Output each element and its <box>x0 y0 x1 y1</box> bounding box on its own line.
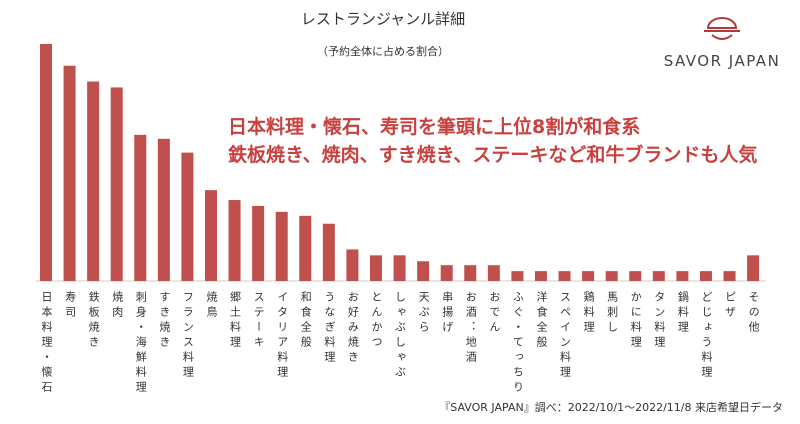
bar <box>228 200 241 281</box>
bar <box>747 255 760 281</box>
bar <box>417 261 430 281</box>
chart-subtitle: （予約全体に占める割合） <box>317 44 449 58</box>
x-tick-label: 洋食全般 <box>534 291 548 351</box>
x-tick-label: うなぎ料理 <box>322 291 336 366</box>
x-tick-label: しゃぶしゃぶ <box>393 291 407 381</box>
bar <box>464 265 477 281</box>
x-tick-label: その他 <box>747 291 761 336</box>
x-tick-label: ステーキ <box>252 291 266 351</box>
bar <box>369 255 382 281</box>
x-tick-label: 馬刺し <box>605 291 619 336</box>
bar <box>322 223 335 281</box>
bar <box>605 271 618 281</box>
x-tick-label: ピザ <box>723 291 737 321</box>
bar <box>582 271 595 281</box>
bar <box>652 271 665 281</box>
source-note: 『SAVOR JAPAN』調べ：2022/10/1～2022/11/8 来店希望… <box>439 400 783 414</box>
bar <box>110 87 123 281</box>
bar <box>40 44 52 281</box>
x-tick-label: 鉄板焼き <box>87 291 101 351</box>
bar <box>87 81 100 282</box>
x-tick-label: 和食全般 <box>299 291 313 351</box>
x-tick-label: 鶏料理 <box>582 291 596 336</box>
x-tick-label: 焼肉 <box>110 291 124 321</box>
bar <box>558 271 571 281</box>
bar <box>534 271 547 281</box>
x-tick-label: 刺身・海鮮料理 <box>134 291 148 396</box>
x-tick-label: 天ぷら <box>417 291 431 336</box>
x-tick-label: 郷土料理 <box>228 291 242 351</box>
bar <box>699 271 712 281</box>
x-tick-label: お酒：地酒 <box>464 291 478 366</box>
bar <box>157 138 170 281</box>
bar <box>134 134 147 281</box>
x-tick-label: イタリア料理 <box>275 291 289 381</box>
x-tick-label: 串揚げ <box>440 291 454 336</box>
x-tick-label: どじょう料理 <box>699 291 713 381</box>
bar <box>440 265 453 281</box>
x-tick-label: すき焼き <box>157 291 171 351</box>
x-tick-label: とんかつ <box>369 291 383 351</box>
bar <box>181 152 194 281</box>
bar <box>275 211 288 281</box>
bar <box>393 255 406 281</box>
bar <box>511 271 524 281</box>
x-tick-label: フランス料理 <box>181 291 195 381</box>
bar <box>299 215 312 281</box>
x-tick-label: タン料理 <box>652 291 666 351</box>
bar <box>723 271 736 281</box>
x-tick-label: スペイン料理 <box>558 291 572 381</box>
x-tick-label: お好み焼き <box>346 291 360 366</box>
x-tick-label: ふぐ・てっちり <box>511 291 525 396</box>
annotation: 鉄板焼き、焼肉、すき焼き、ステーキなど和牛ブランドも人気 <box>228 144 758 166</box>
bar <box>629 271 642 281</box>
bar <box>252 205 265 281</box>
x-tick-label: かに料理 <box>629 291 643 351</box>
x-tick-label: おでん <box>487 291 501 336</box>
bar <box>204 190 217 281</box>
bar <box>346 249 359 281</box>
logo-text: SAVOR JAPAN <box>664 52 781 70</box>
bar <box>487 265 500 281</box>
annotation: 日本料理・懐石、寿司を筆頭に上位8割が和食系 <box>228 116 641 138</box>
x-tick-label: 日本料理・懐石 <box>40 291 53 396</box>
x-tick-label: 焼鳥 <box>204 291 218 321</box>
chart-title: レストランジャンル詳細 <box>301 10 465 28</box>
x-tick-label: 鍋料理 <box>676 291 690 336</box>
logo-icon <box>704 17 740 40</box>
bar <box>676 271 689 281</box>
x-tick-label: 寿司 <box>63 291 77 321</box>
bar <box>63 65 76 281</box>
